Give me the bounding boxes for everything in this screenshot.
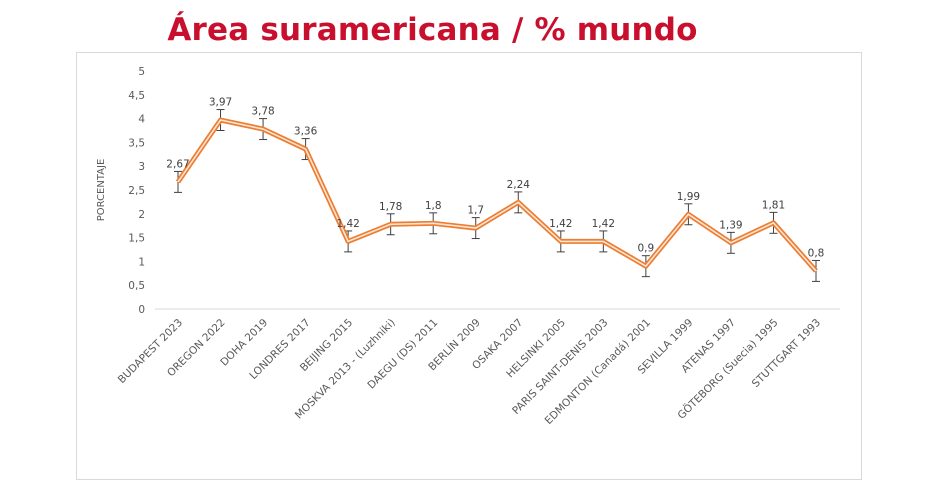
y-tick-label: 2,5 <box>128 185 145 197</box>
y-tick-label: 3 <box>138 161 145 173</box>
y-tick-label: 0 <box>138 304 145 316</box>
x-tick-label: DAEGU (DS) 2011 <box>365 317 440 392</box>
data-label: 2,24 <box>507 179 531 191</box>
series-line <box>175 117 818 273</box>
y-tick-label: 4,5 <box>128 90 145 102</box>
chart-title: Área suramericana / % mundo <box>167 12 698 48</box>
y-tick-label: 5 <box>138 66 145 78</box>
y-tick-label: 2 <box>138 209 145 221</box>
y-tick-label: 4 <box>138 114 145 126</box>
data-label: 1,8 <box>425 200 442 212</box>
y-tick-label: 1,5 <box>128 233 145 245</box>
data-label: 1,99 <box>677 191 700 203</box>
series-line-outer <box>175 117 818 273</box>
chart-frame <box>76 52 862 480</box>
axes: 0 0,5 1 1,5 2 2,5 3 3,5 4 4,5 5 <box>128 66 840 316</box>
y-axis-title: PORCENTAJE <box>96 159 107 222</box>
data-labels: 2,67 3,97 3,78 3,36 1,42 1,78 1,8 1,7 2,24 1,42 1,… <box>166 97 824 260</box>
data-label: 1,78 <box>379 201 402 213</box>
data-label: 1,42 <box>336 218 359 230</box>
y-tick-label: 0,5 <box>128 280 145 292</box>
series-line-inner <box>177 119 817 272</box>
data-label: 2,67 <box>166 158 189 170</box>
data-label: 1,42 <box>592 218 615 230</box>
data-label: 1,42 <box>549 218 572 230</box>
data-label: 0,9 <box>638 243 655 255</box>
y-tick-label: 1 <box>138 256 145 268</box>
y-tick-label: 3,5 <box>128 137 145 149</box>
data-label: 3,97 <box>209 97 232 109</box>
data-label: 1,39 <box>719 219 742 231</box>
data-label: 3,78 <box>251 106 274 118</box>
data-label: 1,81 <box>762 199 785 211</box>
data-label: 0,8 <box>808 247 825 259</box>
data-label: 1,7 <box>467 205 484 217</box>
data-label: 3,36 <box>294 126 318 138</box>
